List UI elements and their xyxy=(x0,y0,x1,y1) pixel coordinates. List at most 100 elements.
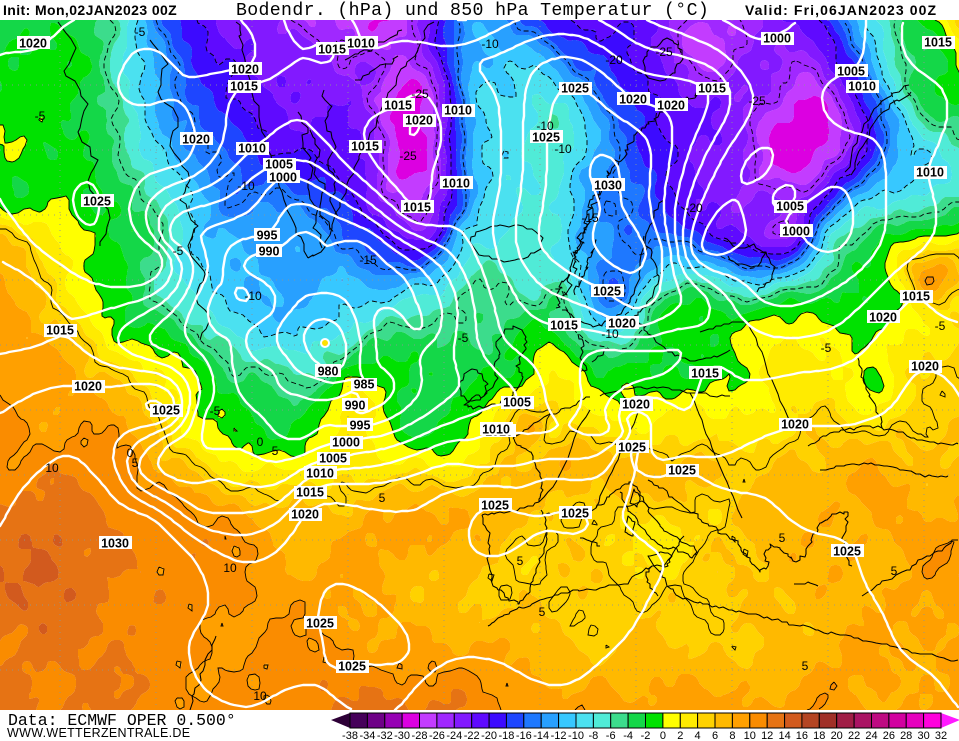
svg-text:1025: 1025 xyxy=(152,403,180,417)
svg-text:-34: -34 xyxy=(359,730,375,741)
svg-text:1025: 1025 xyxy=(833,544,861,558)
svg-text:1015: 1015 xyxy=(403,200,431,214)
svg-text:5: 5 xyxy=(132,456,139,470)
svg-text:-30: -30 xyxy=(394,730,410,741)
svg-text:1020: 1020 xyxy=(231,62,259,76)
svg-text:-14: -14 xyxy=(533,730,549,741)
svg-text:0: 0 xyxy=(127,446,134,460)
svg-text:995: 995 xyxy=(350,418,371,432)
svg-text:1015: 1015 xyxy=(698,81,726,95)
svg-text:990: 990 xyxy=(345,398,366,412)
svg-text:1015: 1015 xyxy=(351,139,379,153)
svg-text:-28: -28 xyxy=(412,730,428,741)
svg-text:1000: 1000 xyxy=(332,435,360,449)
svg-text:1010: 1010 xyxy=(306,466,334,480)
svg-text:1010: 1010 xyxy=(482,422,510,436)
svg-text:-6: -6 xyxy=(606,730,616,741)
svg-text:1005: 1005 xyxy=(265,157,293,171)
svg-text:1025: 1025 xyxy=(338,659,366,673)
svg-text:1025: 1025 xyxy=(668,463,696,477)
svg-text:10: 10 xyxy=(223,561,237,575)
svg-text:-5: -5 xyxy=(35,109,46,123)
svg-text:1025: 1025 xyxy=(618,440,646,454)
svg-text:14: 14 xyxy=(778,730,790,741)
svg-text:-18: -18 xyxy=(498,730,514,741)
svg-text:1020: 1020 xyxy=(74,379,102,393)
svg-text:-10: -10 xyxy=(568,730,584,741)
svg-text:-15: -15 xyxy=(581,211,599,225)
svg-text:1000: 1000 xyxy=(782,224,810,238)
svg-text:-4: -4 xyxy=(623,730,633,741)
svg-text:1020: 1020 xyxy=(781,417,809,431)
svg-text:1020: 1020 xyxy=(619,92,647,106)
svg-text:1025: 1025 xyxy=(306,616,334,630)
svg-text:16: 16 xyxy=(796,730,808,741)
svg-text:1020: 1020 xyxy=(405,113,433,127)
svg-text:10: 10 xyxy=(744,730,756,741)
svg-text:-8: -8 xyxy=(589,730,599,741)
svg-text:1010: 1010 xyxy=(238,141,266,155)
svg-text:1015: 1015 xyxy=(46,323,74,337)
svg-text:-16: -16 xyxy=(516,730,532,741)
svg-text:1025: 1025 xyxy=(561,81,589,95)
svg-text:-5: -5 xyxy=(210,404,221,418)
svg-text:1020: 1020 xyxy=(291,507,319,521)
svg-text:-20: -20 xyxy=(605,53,623,67)
svg-text:-25: -25 xyxy=(399,149,417,163)
svg-text:20: 20 xyxy=(831,730,843,741)
svg-text:-25: -25 xyxy=(411,87,429,101)
svg-text:1005: 1005 xyxy=(837,64,865,78)
svg-text:-22: -22 xyxy=(464,730,480,741)
svg-text:-10: -10 xyxy=(554,142,572,156)
svg-text:-2: -2 xyxy=(641,730,651,741)
svg-text:1020: 1020 xyxy=(182,132,210,146)
svg-text:4: 4 xyxy=(695,730,701,741)
svg-text:-20: -20 xyxy=(685,201,703,215)
svg-text:-5: -5 xyxy=(135,25,146,39)
svg-text:26: 26 xyxy=(883,730,895,741)
svg-text:1020: 1020 xyxy=(622,397,650,411)
svg-text:985: 985 xyxy=(354,377,375,391)
svg-text:995: 995 xyxy=(257,228,278,242)
svg-text:-10: -10 xyxy=(481,37,499,51)
svg-text:5: 5 xyxy=(517,554,524,568)
svg-text:1010: 1010 xyxy=(916,165,944,179)
svg-text:1005: 1005 xyxy=(776,199,804,213)
svg-text:-10: -10 xyxy=(237,179,255,193)
svg-text:8: 8 xyxy=(729,730,735,741)
svg-text:1020: 1020 xyxy=(911,359,939,373)
svg-text:980: 980 xyxy=(318,364,339,378)
svg-text:1010: 1010 xyxy=(442,176,470,190)
svg-text:1010: 1010 xyxy=(848,79,876,93)
svg-text:-5: -5 xyxy=(173,244,184,258)
svg-text:1025: 1025 xyxy=(532,130,560,144)
svg-text:0: 0 xyxy=(257,435,264,449)
svg-text:-26: -26 xyxy=(429,730,445,741)
svg-text:5: 5 xyxy=(272,444,279,458)
svg-text:6: 6 xyxy=(712,730,718,741)
svg-text:1020: 1020 xyxy=(657,98,685,112)
svg-text:24: 24 xyxy=(865,730,877,741)
svg-text:990: 990 xyxy=(259,244,280,258)
svg-text:1005: 1005 xyxy=(319,451,347,465)
svg-text:-25: -25 xyxy=(655,45,673,59)
svg-text:1020: 1020 xyxy=(19,36,47,50)
svg-text:10: 10 xyxy=(253,689,267,703)
svg-text:1020: 1020 xyxy=(869,310,897,324)
svg-text:-25: -25 xyxy=(748,94,766,108)
svg-text:1015: 1015 xyxy=(550,318,578,332)
svg-text:1010: 1010 xyxy=(347,36,375,50)
svg-text:-10: -10 xyxy=(244,289,262,303)
svg-text:-32: -32 xyxy=(377,730,393,741)
svg-text:30: 30 xyxy=(917,730,929,741)
svg-text:1000: 1000 xyxy=(763,31,791,45)
svg-text:1030: 1030 xyxy=(101,536,129,550)
svg-text:-38: -38 xyxy=(342,730,358,741)
svg-text:1005: 1005 xyxy=(503,395,531,409)
svg-text:1015: 1015 xyxy=(924,35,952,49)
svg-text:1015: 1015 xyxy=(296,485,324,499)
svg-text:1000: 1000 xyxy=(269,170,297,184)
svg-text:-5: -5 xyxy=(458,331,469,345)
svg-text:-5: -5 xyxy=(935,319,946,333)
svg-text:5: 5 xyxy=(891,564,898,578)
